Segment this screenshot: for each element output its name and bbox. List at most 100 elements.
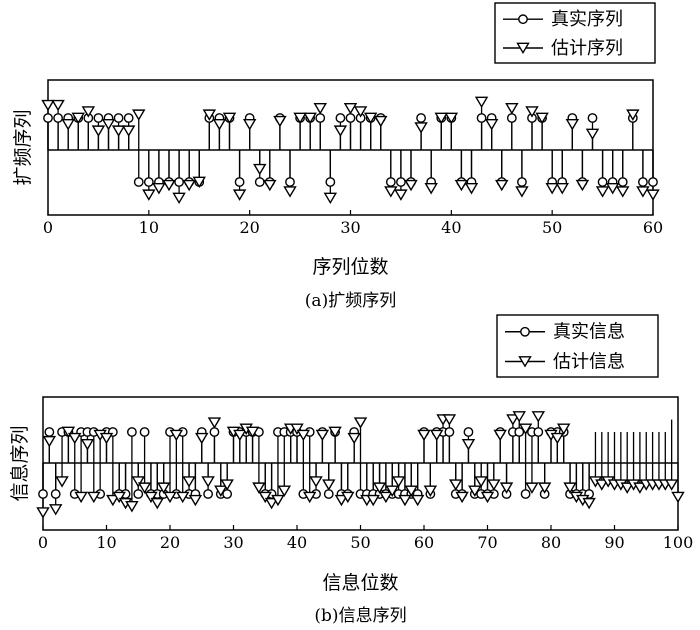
- estimate-marker: [271, 494, 285, 507]
- truth-marker: [174, 177, 184, 187]
- estimate-marker: [410, 494, 425, 507]
- truth-marker: [476, 113, 487, 123]
- estimate-marker: [202, 109, 217, 121]
- estimate-marker: [142, 189, 156, 201]
- estimate-marker: [555, 183, 569, 195]
- estimate-marker: [525, 482, 539, 494]
- estimate-marker: [51, 99, 65, 112]
- truth-marker: [444, 427, 455, 437]
- estimate-marker: [353, 417, 368, 429]
- estimate-marker: [233, 429, 247, 442]
- legend-label: 估计信息: [553, 352, 625, 373]
- truth-marker: [38, 489, 48, 499]
- truth-marker: [43, 113, 53, 123]
- truth-marker: [53, 113, 63, 123]
- truth-marker: [143, 177, 154, 187]
- estimate-marker: [455, 491, 469, 504]
- estimate-marker: [313, 103, 327, 115]
- estimate-marker: [169, 429, 184, 442]
- estimate-marker: [121, 125, 136, 137]
- x-tick-label: 30: [223, 533, 243, 552]
- estimate-marker: [112, 491, 126, 504]
- x-tick-label: 80: [541, 533, 561, 552]
- estimate-marker: [404, 485, 419, 497]
- estimate-marker: [636, 186, 650, 198]
- estimate-marker: [493, 429, 507, 442]
- estimate-marker: [537, 482, 552, 494]
- estimate-marker: [366, 494, 380, 507]
- estimate-marker: [302, 491, 317, 504]
- x-tick-label: 60: [414, 533, 434, 552]
- estimate-marker: [323, 192, 338, 205]
- estimate-marker: [664, 479, 679, 491]
- estimate-marker: [201, 476, 215, 488]
- estimate-marker: [505, 103, 519, 115]
- truth-marker: [533, 427, 544, 437]
- estimate-marker: [391, 476, 406, 488]
- legend-label: 真实信息: [553, 322, 625, 343]
- estimate-marker: [156, 482, 171, 494]
- estimate-marker: [61, 119, 75, 131]
- estimate-marker: [322, 479, 336, 491]
- estimate-marker: [417, 429, 431, 442]
- estimate-marker: [461, 439, 476, 451]
- estimate-marker: [414, 122, 428, 134]
- estimate-marker: [353, 106, 368, 118]
- estimate-marker: [80, 439, 95, 451]
- estimate-marker: [253, 163, 267, 176]
- estimate-marker: [626, 109, 640, 121]
- estimate-marker: [423, 485, 438, 497]
- truth-marker: [514, 427, 525, 437]
- estimate-marker: [172, 192, 186, 205]
- truth-marker: [315, 113, 326, 123]
- estimate-marker: [556, 423, 571, 435]
- estimate-marker: [61, 426, 76, 439]
- estimate-marker: [252, 482, 266, 494]
- estimate-marker: [144, 491, 158, 504]
- truth-marker: [133, 489, 144, 499]
- x-tick-label: 100: [663, 533, 694, 552]
- estimate-marker: [137, 482, 152, 494]
- estimate-marker: [374, 115, 388, 128]
- truth-marker: [254, 177, 265, 187]
- estimate-marker: [162, 179, 176, 192]
- chart-caption: (b)信息序列: [314, 606, 406, 626]
- estimate-marker: [575, 179, 590, 192]
- x-axis-title: 序列位数: [312, 256, 388, 278]
- truth-marker: [335, 113, 346, 123]
- estimate-marker: [646, 189, 660, 201]
- estimate-marker: [424, 183, 438, 195]
- truth-marker: [506, 113, 517, 123]
- estimate-marker: [595, 479, 609, 491]
- estimate-marker: [620, 482, 634, 494]
- truth-marker: [587, 113, 598, 123]
- estimate-marker: [175, 491, 190, 504]
- estimate-marker: [535, 112, 549, 125]
- estimate-marker: [464, 183, 479, 195]
- estimate-marker: [480, 491, 495, 504]
- estimate-marker: [525, 106, 539, 118]
- truth-marker: [209, 427, 220, 437]
- estimate-marker: [277, 485, 292, 497]
- legend-box: [494, 2, 656, 64]
- truth-marker: [648, 177, 658, 187]
- x-tick-label: 40: [441, 218, 461, 237]
- estimate-marker: [343, 103, 358, 115]
- truth-marker: [638, 177, 648, 187]
- truth-marker: [133, 177, 144, 187]
- estimate-marker: [444, 112, 459, 125]
- estimate-marker: [150, 497, 165, 510]
- estimate-marker: [48, 504, 63, 516]
- estimate-marker: [484, 119, 499, 131]
- estimate-marker: [111, 125, 126, 137]
- truth-marker: [617, 177, 628, 187]
- estimate-marker: [616, 186, 630, 198]
- estimate-marker: [454, 179, 469, 192]
- x-tick-label: 10: [96, 533, 116, 552]
- truth-marker: [234, 177, 245, 187]
- x-tick-label: 90: [604, 533, 624, 552]
- truth-marker: [139, 427, 150, 437]
